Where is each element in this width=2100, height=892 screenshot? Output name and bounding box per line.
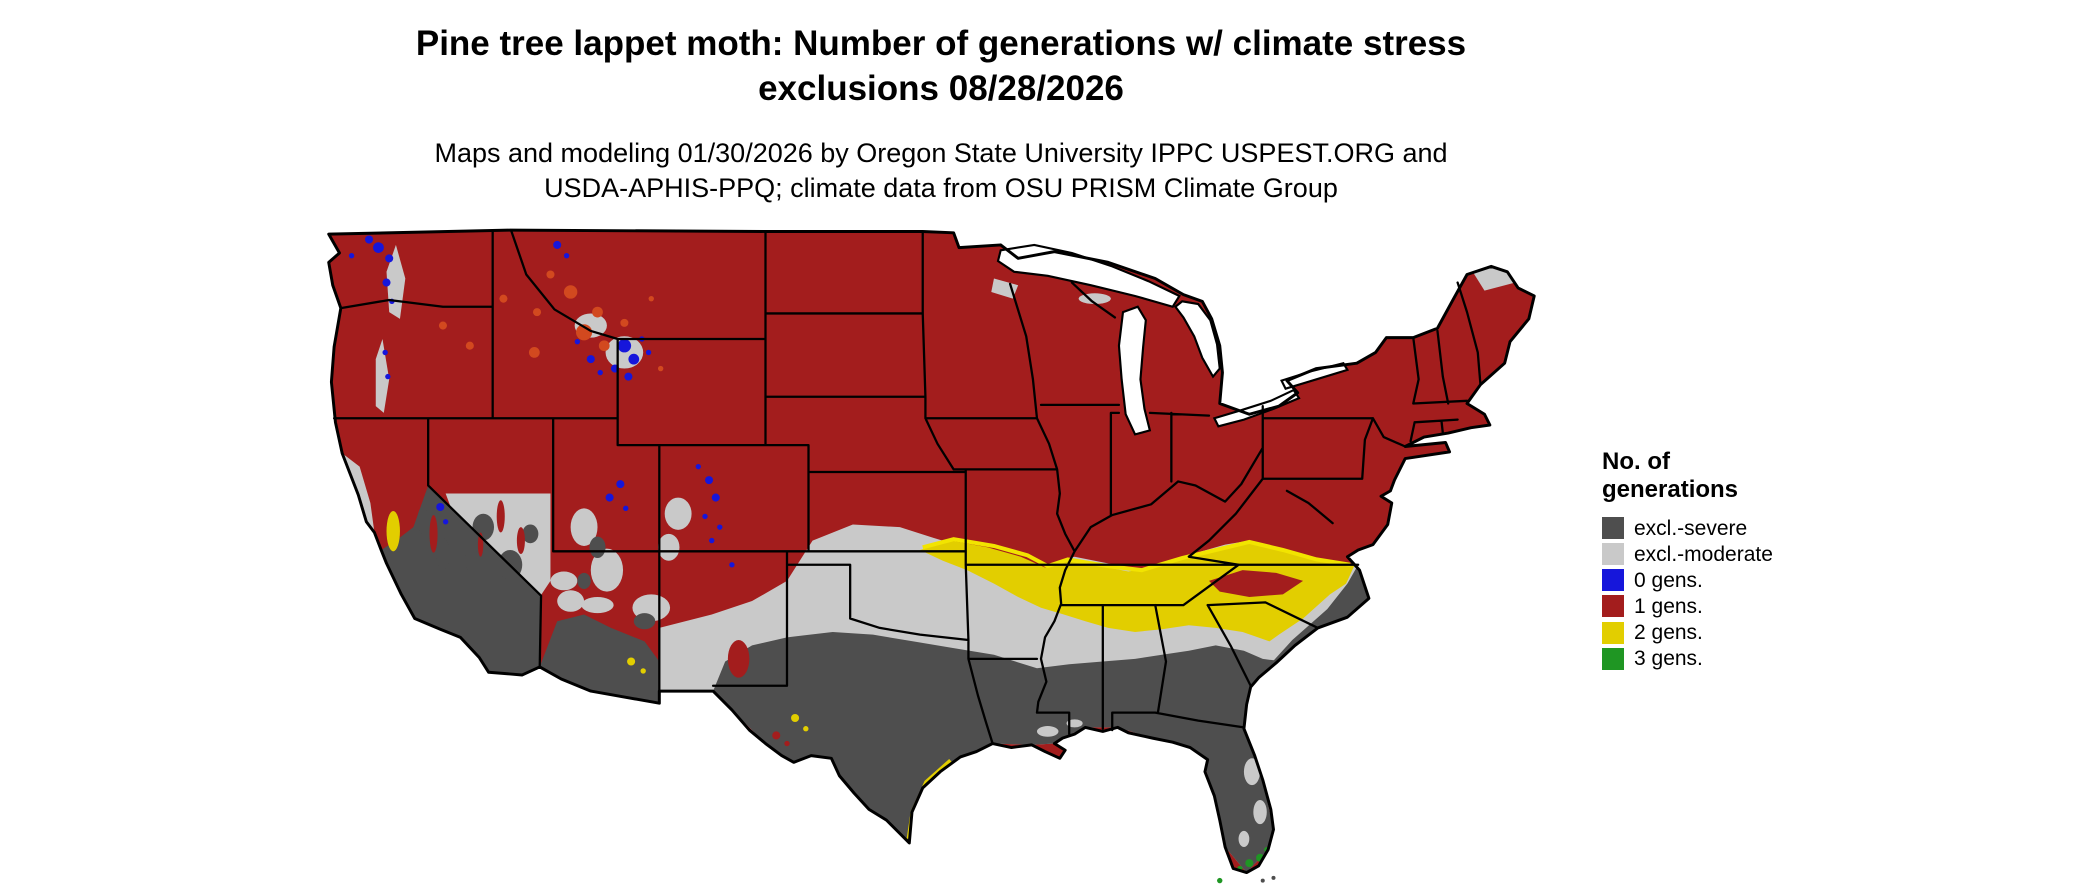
us-map (322, 218, 1549, 886)
map-header: Pine tree lappet moth: Number of generat… (0, 22, 1882, 207)
legend-item-2-gens: 2 gens. (1602, 621, 1882, 644)
page-title-line1: Pine tree lappet moth: Number of generat… (415, 24, 1467, 63)
scattered-one-gen-patches (429, 500, 790, 747)
florida-keys-specks (1217, 875, 1276, 884)
highland-hot-spots (438, 270, 664, 372)
map-subtitle: Maps and modeling 01/30/2026 by Oregon S… (0, 136, 1882, 207)
page-title-line2: exclusions 08/28/2026 (758, 68, 1124, 108)
legend-label: 3 gens. (1634, 647, 1703, 671)
excl-severe-region-south (713, 627, 1318, 873)
legend-label: excl.-moderate (1634, 542, 1773, 566)
legend-item-3-gens: 3 gens. (1602, 647, 1882, 670)
appalachian-one-gen-island (1208, 570, 1304, 598)
legend-title: No. of generations (1602, 448, 1882, 505)
legend-title-line1: No. of (1602, 448, 1670, 475)
subtitle-line1: Maps and modeling 01/30/2026 by Oregon S… (434, 137, 1448, 168)
two-gens-bright-edge (922, 537, 1351, 573)
map-legend: No. of generations excl.-severe excl.-mo… (1602, 448, 1882, 673)
florida-detail-patches (1036, 719, 1267, 847)
lake-michigan (1117, 305, 1152, 436)
southeast-coastal-severe-strip (1250, 564, 1369, 688)
legend-item-0-gens: 0 gens. (1602, 569, 1882, 592)
zero-gens-patches (348, 235, 735, 568)
legend-items: excl.-severe excl.-moderate 0 gens. 1 ge… (1602, 517, 1882, 671)
legend-swatch-0-gens (1602, 569, 1624, 592)
legend-item-excl-severe: excl.-severe (1602, 517, 1882, 540)
legend-item-1-gens: 1 gens. (1602, 595, 1882, 618)
legend-swatch-excl-moderate (1602, 543, 1624, 566)
legend-title-line2: generations (1602, 476, 1739, 504)
lake-erie (1212, 388, 1301, 428)
state-borders (332, 230, 1482, 745)
subtitle-line2: USDA-APHIS-PPQ; climate data from OSU PR… (544, 173, 1338, 204)
legend-swatch-1-gens (1602, 595, 1624, 618)
legend-label: 2 gens. (1634, 621, 1703, 644)
lake-superior (996, 243, 1181, 308)
legend-item-excl-moderate: excl.-moderate (1602, 543, 1882, 566)
great-lakes (996, 243, 1350, 436)
legend-label: 0 gens. (1634, 568, 1703, 592)
legend-label: 1 gens. (1634, 594, 1703, 618)
us-map-svg (327, 228, 1536, 884)
lake-huron (1173, 300, 1221, 379)
legend-label: excl.-severe (1634, 516, 1748, 540)
us-outline (327, 228, 1536, 875)
legend-swatch-2-gens (1602, 621, 1624, 644)
legend-swatch-excl-severe (1602, 517, 1624, 540)
legend-swatch-3-gens (1602, 647, 1624, 670)
